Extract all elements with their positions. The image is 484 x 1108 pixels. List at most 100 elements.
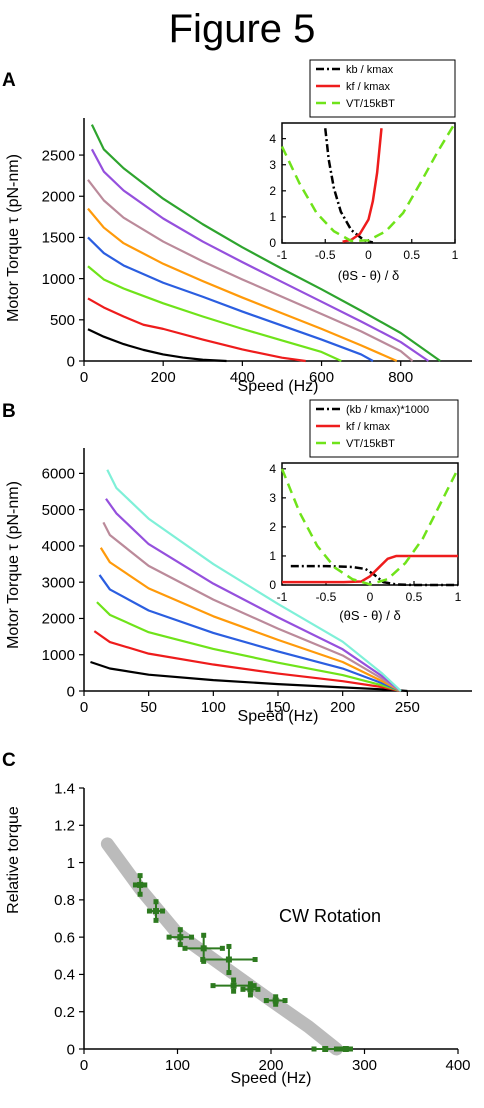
y-tick-label: 0.4 [54, 967, 75, 984]
y-tick-label: 4 [269, 132, 276, 146]
inset-frame [281, 122, 456, 244]
data-point-6 [240, 981, 261, 998]
y-tick-label: 0 [67, 1041, 75, 1058]
x-tick-label: -1 [277, 248, 288, 262]
series-line-0 [90, 660, 408, 693]
x-error-cap [240, 986, 246, 992]
series-line-6 [105, 498, 402, 692]
x-error-cap [182, 945, 188, 951]
y-tick-label: 0 [269, 236, 276, 250]
y-tick-label: 2 [269, 184, 276, 198]
y-tick-label: 3 [269, 491, 276, 505]
data-point-5 [210, 977, 257, 994]
x-error-cap [210, 983, 216, 989]
x-axis-label: Speed (Hz) [238, 378, 319, 395]
data-point-4 [200, 943, 258, 976]
y-error-cap [273, 1001, 279, 1007]
plot-c: 0 100 200 300 400 0 0.2 0.4 0.6 0.8 1 1.2 1.4 Speed (… [5, 780, 471, 1087]
x-tick-label: 200 [330, 699, 355, 716]
panel-label-c: C [2, 750, 16, 771]
x-error-cap [311, 1046, 317, 1052]
x-tick-label: 0 [365, 248, 372, 262]
x-tick-label: 400 [230, 369, 255, 386]
plot-b: 0 50 100 150 200 2500100020003000400050006000… [5, 448, 472, 725]
series-line-2 [280, 468, 460, 586]
x-tick-label: 50 [140, 699, 157, 716]
y-tick-label: 0.2 [54, 1004, 75, 1021]
x-tick-label: 0.5 [406, 590, 423, 604]
x-tick-label: 1 [452, 248, 459, 262]
x-tick-label: 0 [80, 369, 88, 386]
y-error-cap [177, 942, 183, 948]
x-error-cap [166, 934, 172, 940]
point-marker [247, 986, 254, 993]
x-axis-label: Speed (Hz) [238, 708, 319, 725]
series-line-3 [98, 574, 402, 693]
x-error-cap [132, 882, 138, 888]
x-error-cap [189, 934, 195, 940]
x-tick-label: 150 [265, 699, 290, 716]
point-marker [342, 1046, 349, 1052]
legend-label-1: kf / kmax [346, 81, 391, 93]
x-axis-label: Speed (Hz) [231, 1070, 312, 1087]
x-tick-label: -1 [277, 590, 288, 604]
series-line-6 [90, 148, 430, 362]
y-tick-label: 6000 [42, 466, 75, 483]
x-error-cap [252, 957, 258, 963]
y-tick-label: 1.2 [54, 818, 75, 835]
legend-label-1: kf / kmax [346, 421, 391, 433]
series-line-0 [290, 564, 458, 587]
x-tick-label: 250 [395, 699, 420, 716]
x-axis-label: (θS - θ) / δ [338, 268, 399, 283]
x-tick-label: -0.5 [315, 248, 336, 262]
x-tick-label: 200 [151, 369, 176, 386]
y-tick-label: 500 [50, 312, 75, 329]
point-marker [322, 1046, 329, 1052]
data-point-9 [338, 1046, 353, 1052]
y-tick-label: 1500 [42, 230, 75, 247]
y-error-cap [231, 988, 237, 994]
y-tick-label: 5000 [42, 502, 75, 519]
series-line-1 [282, 554, 458, 584]
panel-label-b: B [2, 401, 16, 422]
y-tick-label: 1000 [42, 647, 75, 664]
x-error-cap [333, 1046, 339, 1052]
x-error-cap [146, 908, 152, 914]
y-tick-label: 1.4 [54, 780, 75, 797]
y-error-cap [137, 891, 143, 897]
y-axis-label: Motor Torque τ (pN-nm) [5, 481, 22, 649]
plot-a-inset: -1 -0.5 0 0.5 1 0 1 2 3 4 (θS - θ) / δ kb / kmax kf … [269, 59, 459, 283]
y-tick-label: 2000 [42, 611, 75, 628]
y-error-cap [201, 932, 207, 938]
x-error-cap [251, 983, 257, 989]
point-marker [272, 997, 279, 1004]
y-error-cap [153, 917, 159, 923]
chart-annotation: CW Rotation [279, 906, 381, 926]
x-tick-label: -0.5 [316, 590, 337, 604]
y-tick-label: 3 [269, 158, 276, 172]
x-tick-label: 100 [201, 699, 226, 716]
series-line-2 [96, 601, 402, 693]
y-error-cap [137, 873, 143, 879]
series-line-7 [90, 124, 441, 362]
point-marker [230, 982, 237, 989]
series-line-0 [87, 328, 227, 363]
point-marker [200, 945, 207, 952]
series-line-5 [87, 179, 414, 362]
x-tick-label: 0 [80, 1057, 88, 1074]
y-tick-label: 0 [67, 353, 75, 370]
y-tick-label: 2500 [42, 147, 75, 164]
y-error-cap [247, 981, 253, 987]
x-tick-label: 800 [388, 369, 413, 386]
x-tick-label: 1 [455, 590, 462, 604]
y-error-cap [273, 994, 279, 1000]
series-line-7 [106, 469, 402, 692]
y-tick-label: 1 [67, 855, 75, 872]
y-error-cap [177, 927, 183, 933]
series-line-2 [280, 122, 457, 243]
data-point-0 [132, 873, 148, 897]
point-marker [225, 956, 232, 963]
y-tick-label: 0.8 [54, 892, 75, 909]
